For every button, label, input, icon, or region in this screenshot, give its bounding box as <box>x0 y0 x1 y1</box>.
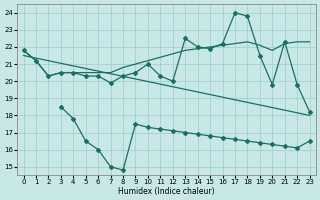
X-axis label: Humidex (Indice chaleur): Humidex (Indice chaleur) <box>118 187 215 196</box>
